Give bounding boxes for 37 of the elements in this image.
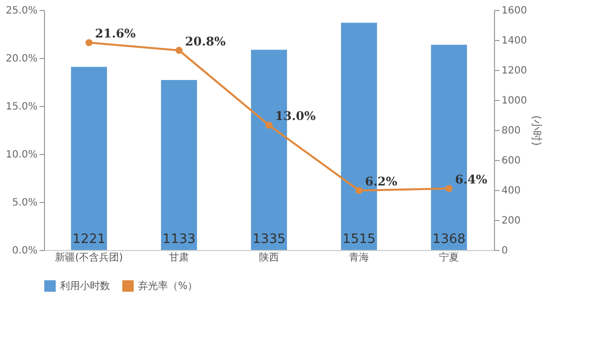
y-tick-label: 0.0% (12, 246, 38, 256)
y2-tick-label: 1000 (502, 96, 527, 106)
y2-tick-label: 600 (502, 156, 521, 166)
x-tick-label: 陕西 (259, 252, 279, 264)
y2-tick-label: 800 (502, 126, 521, 136)
y2-tick-label: 400 (502, 186, 521, 196)
x-tick-label: 宁夏 (439, 252, 459, 264)
bar (161, 80, 197, 250)
bar (71, 66, 107, 250)
data-label: 1133 (162, 232, 196, 247)
data-label: 20.8% (185, 34, 226, 48)
x-tick-label: 新疆(不含兵团) (55, 252, 123, 264)
legend-label: 弃光率（%） (138, 280, 198, 292)
y2-tick-label: 0 (502, 246, 508, 256)
y2-tick-label: 200 (502, 216, 521, 226)
y-tick-label: 20.0% (6, 54, 38, 64)
data-label: 1221 (72, 232, 106, 247)
x-tick-label: 青海 (349, 252, 369, 264)
point (445, 185, 453, 192)
point (355, 186, 363, 194)
x-tick-label: 甘肃 (169, 252, 189, 264)
y2-axis-title: (小时) (530, 115, 543, 146)
y-tick-label: 10.0% (6, 150, 38, 160)
data-label: 21.6% (95, 26, 136, 41)
y2-tick-label: 1200 (502, 66, 527, 76)
data-label: 1515 (342, 232, 376, 247)
y-tick-label: 15.0% (6, 102, 38, 112)
y-tick-label: 5.0% (12, 198, 38, 208)
data-label: 1368 (432, 232, 466, 247)
point (175, 46, 183, 54)
y2-tick-label: 1400 (502, 36, 527, 46)
point (265, 122, 273, 129)
y-tick-label: 25.0% (6, 6, 38, 16)
y2-tick-label: 1600 (502, 6, 527, 16)
legend-label: 利用小时数 (60, 280, 110, 292)
point (85, 39, 93, 46)
data-label: 1335 (252, 232, 286, 247)
